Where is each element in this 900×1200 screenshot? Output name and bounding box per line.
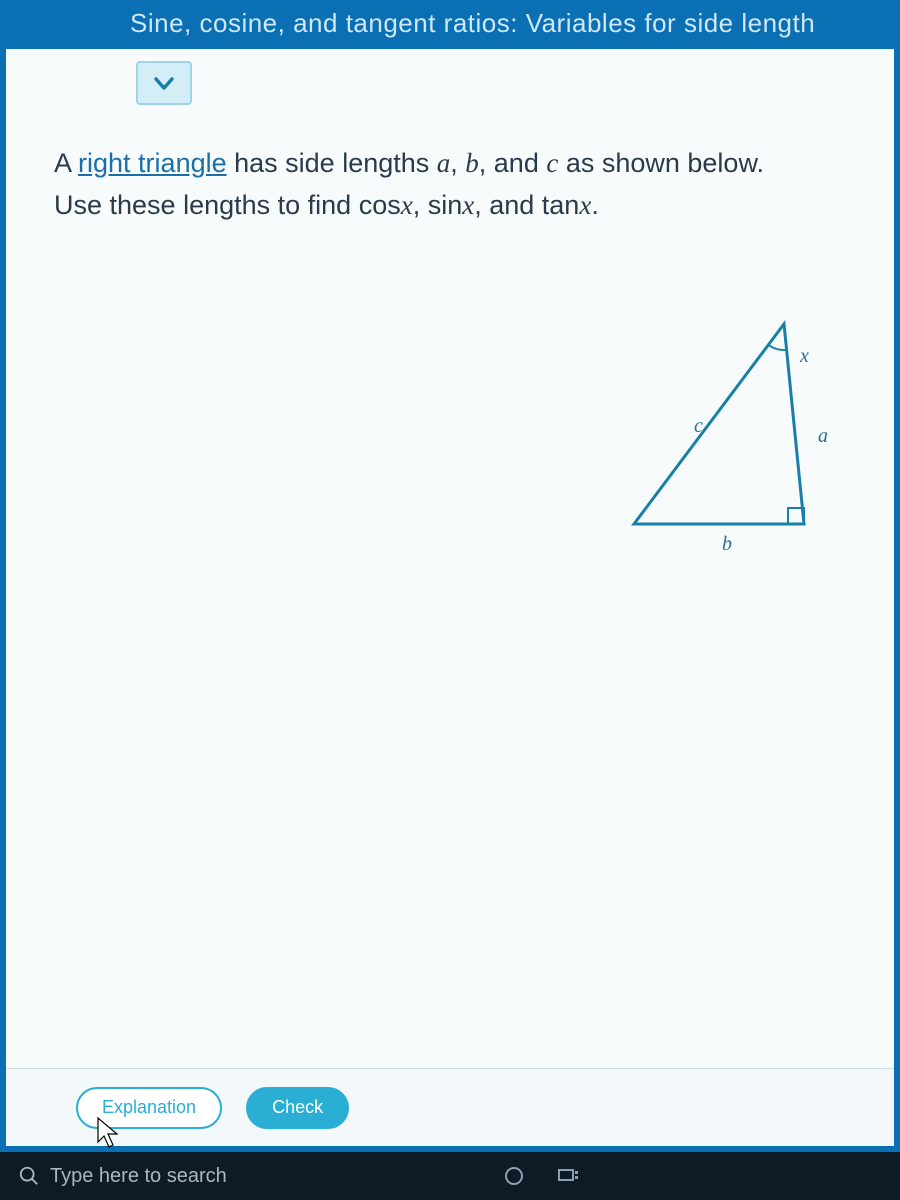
var-x: x xyxy=(579,190,591,220)
explanation-button-label: Explanation xyxy=(102,1097,196,1118)
var-x: x xyxy=(462,190,474,220)
text: as shown below. xyxy=(558,148,764,178)
taskbar-search[interactable]: Type here to search xyxy=(8,1156,388,1196)
var-b: b xyxy=(465,148,479,178)
label-angle-x: x xyxy=(799,345,809,367)
lesson-title-banner: Sine, cosine, and tangent ratios: Variab… xyxy=(0,0,900,49)
lesson-title: Sine, cosine, and tangent ratios: Variab… xyxy=(130,8,815,38)
label-c: c xyxy=(694,415,703,437)
cortana-icon[interactable] xyxy=(490,1156,538,1196)
content-frame: A right triangle has side lengths a, b, … xyxy=(0,49,900,1152)
fn-tan: tan xyxy=(542,190,580,220)
problem-panel: A right triangle has side lengths a, b, … xyxy=(6,49,894,1146)
taskbar-search-placeholder: Type here to search xyxy=(50,1165,227,1188)
text: A xyxy=(54,148,78,178)
check-button[interactable]: Check xyxy=(246,1087,349,1129)
problem-statement: A right triangle has side lengths a, b, … xyxy=(34,143,814,227)
label-a: a xyxy=(818,425,828,447)
text: . xyxy=(591,190,599,220)
chevron-down-icon xyxy=(152,71,176,95)
task-view-icon[interactable] xyxy=(544,1156,592,1196)
glossary-link-right-triangle[interactable]: right triangle xyxy=(78,148,227,178)
label-b: b xyxy=(722,533,732,555)
text: , xyxy=(413,190,428,220)
text: , xyxy=(450,148,465,178)
fn-sin: sin xyxy=(428,190,463,220)
problem-dropdown-toggle[interactable] xyxy=(136,61,192,105)
triangle-svg: c a b x xyxy=(604,309,844,569)
var-c: c xyxy=(546,148,558,178)
triangle-shape xyxy=(634,324,804,524)
explanation-button[interactable]: Explanation xyxy=(76,1087,222,1129)
windows-taskbar: Type here to search xyxy=(0,1152,900,1200)
var-a: a xyxy=(437,148,451,178)
check-button-label: Check xyxy=(272,1097,323,1118)
cortana-ring-icon xyxy=(502,1164,526,1188)
var-x: x xyxy=(401,190,413,220)
task-view-glyph-icon xyxy=(556,1164,580,1188)
fn-cos: cos xyxy=(359,190,401,220)
triangle-diagram: c a b x xyxy=(604,309,844,569)
text: Use these lengths to find xyxy=(54,190,359,220)
text: , and xyxy=(474,190,542,220)
search-icon xyxy=(18,1165,40,1187)
action-footer: Explanation Check xyxy=(6,1068,894,1146)
angle-x-arc xyxy=(768,345,786,350)
text: , and xyxy=(479,148,547,178)
text: has side lengths xyxy=(227,148,437,178)
